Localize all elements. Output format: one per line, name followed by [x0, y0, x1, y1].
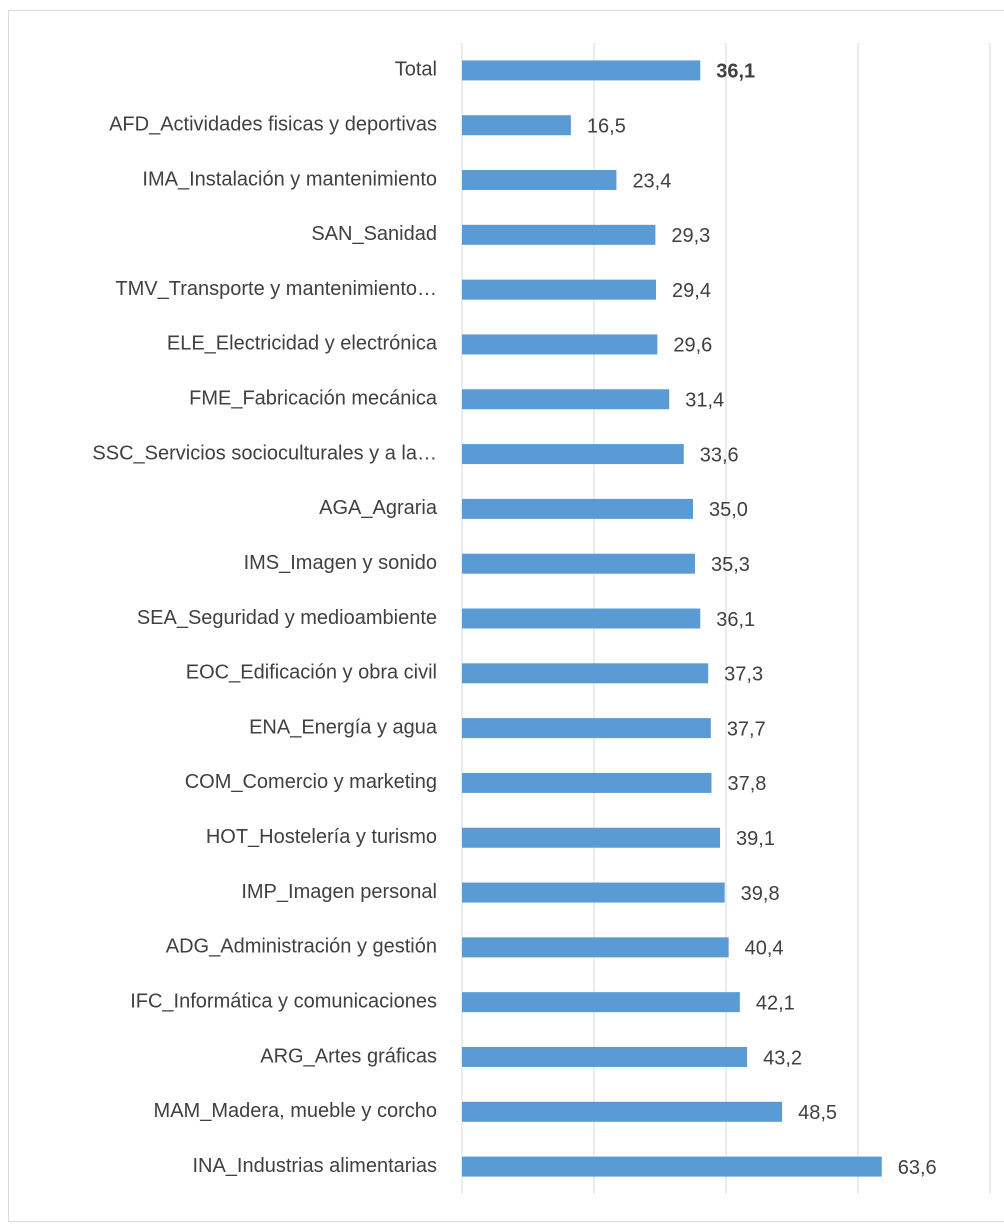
- bar: [462, 827, 721, 848]
- category-label: HOT_Hostelería y turismo: [206, 826, 437, 848]
- value-label: 31,4: [685, 390, 724, 412]
- category-label: ADG_Administración y gestión: [166, 936, 437, 958]
- bar: [462, 60, 701, 81]
- category-label: IMP_Imagen personal: [241, 881, 437, 903]
- value-label: 29,4: [672, 280, 711, 302]
- category-label: MAM_Madera, mueble y corcho: [154, 1100, 437, 1122]
- value-label: 23,4: [632, 170, 671, 192]
- bar: [462, 444, 684, 465]
- bar: [462, 718, 711, 739]
- category-label: IFC_Informática y comunicaciones: [130, 990, 437, 1012]
- category-label: ARG_Artes gráficas: [260, 1045, 437, 1067]
- value-label: 37,8: [727, 773, 766, 795]
- category-label: AGA_Agraria: [319, 497, 438, 519]
- value-label: 37,7: [727, 718, 766, 740]
- bar: [462, 498, 693, 519]
- bar: [462, 224, 656, 245]
- bar: [462, 663, 709, 684]
- category-label: SSC_Servicios socioculturales y a la…: [92, 442, 437, 464]
- value-label: 42,1: [756, 992, 795, 1014]
- bar: [462, 608, 701, 629]
- bar: [462, 334, 658, 355]
- bar: [462, 389, 670, 410]
- bar: [462, 992, 740, 1013]
- bar: [462, 937, 729, 958]
- bar: [462, 772, 712, 793]
- bar: [462, 279, 657, 300]
- value-label: 43,2: [763, 1047, 802, 1069]
- value-label: 39,8: [741, 883, 780, 905]
- category-label: Total: [395, 59, 437, 81]
- value-label: 36,1: [716, 61, 755, 83]
- bar: [462, 115, 571, 136]
- category-label: FME_Fabricación mecánica: [189, 388, 438, 410]
- value-label: 36,1: [716, 609, 755, 631]
- category-label: TMV_Transporte y mantenimiento…: [115, 278, 437, 300]
- category-label: EOC_Edificación y obra civil: [186, 662, 437, 684]
- bar: [462, 882, 725, 903]
- value-label: 40,4: [745, 938, 784, 960]
- value-label: 63,6: [898, 1157, 937, 1179]
- value-label: 35,3: [711, 554, 750, 576]
- bar: [462, 1046, 748, 1067]
- value-label: 16,5: [587, 115, 626, 137]
- value-label: 33,6: [700, 444, 739, 466]
- bar: [462, 1156, 882, 1177]
- value-label: 29,6: [673, 335, 712, 357]
- category-label: SAN_Sanidad: [311, 223, 437, 245]
- value-label: 35,0: [709, 499, 748, 521]
- value-label: 39,1: [736, 828, 775, 850]
- category-label: COM_Comercio y marketing: [185, 771, 437, 793]
- bar: [462, 1101, 783, 1122]
- bar: [462, 170, 617, 191]
- category-label: SEA_Seguridad y medioambiente: [137, 607, 437, 629]
- category-label: AFD_Actividades fisicas y deportivas: [109, 113, 437, 135]
- category-label: INA_Industrias alimentarias: [192, 1155, 437, 1177]
- category-label: IMS_Imagen y sonido: [244, 552, 437, 574]
- value-label: 29,3: [671, 225, 710, 247]
- category-label: IMA_Instalación y mantenimiento: [142, 168, 437, 190]
- value-label: 48,5: [798, 1102, 837, 1124]
- category-label: ENA_Energía y agua: [249, 716, 438, 738]
- value-label: 37,3: [724, 664, 763, 686]
- bar: [462, 553, 695, 574]
- category-label: ELE_Electricidad y electrónica: [167, 333, 438, 355]
